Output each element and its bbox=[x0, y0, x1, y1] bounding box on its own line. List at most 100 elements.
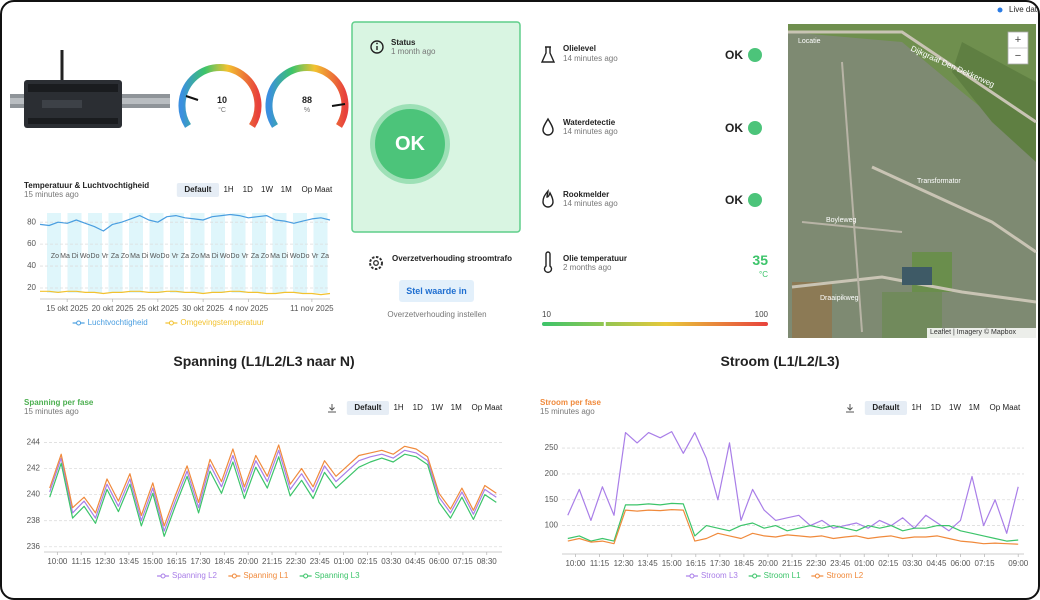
y-tick-label: 40 bbox=[27, 261, 36, 270]
day-label: Di bbox=[282, 253, 289, 260]
day-label: Ma bbox=[200, 253, 210, 260]
day-label: Ma bbox=[270, 253, 280, 260]
legend-marker bbox=[814, 573, 820, 579]
download-icon[interactable] bbox=[328, 404, 336, 413]
sensor-name: Waterdetectie bbox=[563, 118, 616, 127]
weekend-band bbox=[231, 213, 246, 293]
x-tick-label: 11:15 bbox=[71, 557, 91, 566]
chart-title: Spanning per fase bbox=[24, 398, 94, 407]
series-line bbox=[567, 509, 1019, 545]
range-button[interactable]: Default bbox=[184, 185, 211, 194]
range-button[interactable]: Default bbox=[354, 403, 381, 412]
sensor-time: 14 minutes ago bbox=[563, 54, 618, 63]
range-button[interactable]: 1M bbox=[281, 185, 292, 194]
legend-marker bbox=[231, 573, 237, 579]
set-value-button[interactable]: Stel waarde in bbox=[399, 280, 474, 302]
range-button[interactable]: 1H bbox=[393, 403, 403, 412]
legend-marker bbox=[752, 573, 758, 579]
chart-subtitle: 15 minutes ago bbox=[24, 407, 79, 416]
oil-temperature-unit: °C bbox=[759, 270, 768, 279]
status-state: OK bbox=[395, 133, 425, 155]
x-tick-label: 16:15 bbox=[686, 559, 707, 568]
y-tick-label: 240 bbox=[27, 490, 41, 499]
info-icon bbox=[370, 40, 384, 54]
weekend-band bbox=[88, 213, 102, 293]
range-button[interactable]: 1W bbox=[431, 403, 443, 412]
range-button[interactable]: Op Maat bbox=[472, 403, 503, 412]
x-tick-label: 4 nov 2025 bbox=[229, 304, 269, 313]
live-indicator: Live data bbox=[1009, 5, 1040, 14]
day-label: Do bbox=[91, 253, 100, 260]
range-button-bg bbox=[864, 401, 907, 415]
legend-label: Spanning L3 bbox=[315, 571, 360, 580]
status-dot bbox=[748, 48, 762, 62]
day-label: Do bbox=[301, 253, 310, 260]
range-button[interactable]: 1W bbox=[261, 185, 273, 194]
day-label: Wo bbox=[150, 253, 160, 260]
x-tick-label: 04:45 bbox=[926, 559, 947, 568]
day-label: Za bbox=[111, 253, 119, 260]
day-label: Wo bbox=[80, 253, 90, 260]
y-tick-label: 100 bbox=[545, 521, 559, 530]
x-tick-label: 20 okt 2025 bbox=[92, 304, 134, 313]
section-heading: Spanning (L1/L2/L3 naar N) bbox=[173, 353, 355, 369]
weekend-band bbox=[272, 213, 287, 293]
section-heading: Stroom (L1/L2/L3) bbox=[720, 353, 840, 369]
day-label: Zo bbox=[51, 253, 59, 260]
range-button[interactable]: Op Maat bbox=[302, 185, 333, 194]
weekend-band bbox=[108, 213, 123, 293]
x-tick-label: 02:15 bbox=[878, 559, 899, 568]
x-tick-label: 21:15 bbox=[262, 557, 283, 566]
sensor-time: 14 minutes ago bbox=[563, 127, 618, 136]
x-tick-label: 30 okt 2025 bbox=[182, 304, 224, 313]
x-tick-label: 03:30 bbox=[381, 557, 402, 566]
range-button[interactable]: 1D bbox=[243, 185, 253, 194]
range-button[interactable]: Default bbox=[872, 403, 899, 412]
day-label: Za bbox=[181, 253, 189, 260]
chart-title: Temperatuur & Luchtvochtigheid bbox=[24, 181, 150, 190]
day-label: Vr bbox=[102, 253, 109, 260]
scale-min: 10 bbox=[542, 310, 551, 319]
x-tick-label: 09:00 bbox=[1008, 559, 1029, 568]
weekend-band bbox=[252, 213, 266, 293]
x-tick-label: 07:15 bbox=[975, 559, 996, 568]
range-button[interactable]: 1H bbox=[223, 185, 233, 194]
map-title: Locatie bbox=[798, 38, 821, 45]
x-tick-label: 07:15 bbox=[453, 557, 474, 566]
range-button[interactable]: 1H bbox=[911, 403, 921, 412]
gauge-value: 88 bbox=[301, 95, 312, 105]
x-tick-label: 18:45 bbox=[214, 557, 235, 566]
range-button[interactable]: Op Maat bbox=[990, 403, 1021, 412]
range-button[interactable]: 1D bbox=[931, 403, 941, 412]
y-tick-label: 236 bbox=[27, 542, 41, 551]
y-tick-label: 20 bbox=[27, 283, 36, 292]
range-button[interactable]: 1M bbox=[969, 403, 980, 412]
gauges bbox=[178, 64, 349, 128]
day-label: Vr bbox=[242, 253, 249, 260]
zoom-out[interactable]: − bbox=[1014, 50, 1022, 62]
legend-marker bbox=[168, 320, 174, 326]
x-tick-label: 08:30 bbox=[477, 557, 498, 566]
legend-marker bbox=[76, 320, 82, 326]
gauge-unit: % bbox=[303, 107, 311, 114]
x-tick-label: 15:00 bbox=[143, 557, 164, 566]
series-line bbox=[49, 444, 497, 527]
x-tick-label: 11:15 bbox=[590, 559, 610, 568]
range-button[interactable]: 1M bbox=[451, 403, 462, 412]
download-icon[interactable] bbox=[846, 404, 854, 413]
range-button[interactable]: 1D bbox=[413, 403, 423, 412]
y-tick-label: 242 bbox=[27, 464, 41, 473]
weekend-band bbox=[47, 213, 61, 293]
chart-subtitle: 15 minutes ago bbox=[24, 190, 79, 199]
legend-label: Spanning L1 bbox=[243, 571, 288, 580]
zoom-in[interactable]: + bbox=[1014, 34, 1022, 46]
legend-label: Luchtvochtigheid bbox=[88, 318, 148, 327]
x-tick-label: 02:15 bbox=[357, 557, 378, 566]
day-label: Di bbox=[142, 253, 149, 260]
day-label: Wo bbox=[290, 253, 300, 260]
x-tick-label: 23:45 bbox=[310, 557, 331, 566]
y-tick-label: 238 bbox=[27, 516, 41, 525]
transformer-title: Overzetverhouding stroomtrafo bbox=[392, 254, 513, 263]
series-line bbox=[567, 431, 1019, 534]
range-button[interactable]: 1W bbox=[949, 403, 961, 412]
